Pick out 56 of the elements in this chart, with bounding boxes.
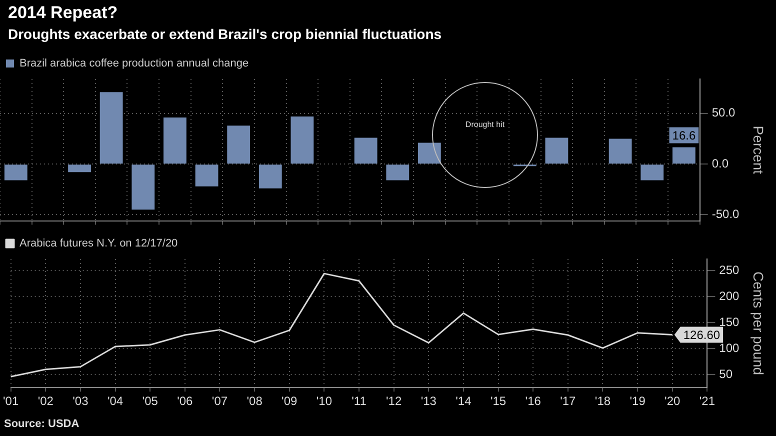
y-tick-label: 50 — [719, 366, 733, 381]
x-tick-label: '19 — [630, 394, 646, 408]
chart-subtitle: Droughts exacerbate or extend Brazil's crop biennial fluctuations — [8, 26, 442, 42]
y-tick-label: 200 — [719, 288, 740, 303]
bar — [386, 164, 410, 180]
legend-label: Arabica futures N.Y. on 12/17/20 — [20, 238, 178, 250]
x-tick-label: '04 — [107, 394, 124, 408]
x-tick-label: '03 — [72, 394, 89, 408]
x-tick-label: '08 — [246, 394, 263, 408]
annotation: Drought hit — [465, 120, 505, 128]
data-label: 126.60 — [683, 328, 720, 342]
source-note: Source: USDA — [4, 418, 80, 430]
y-axis-title: Cents per pound — [750, 272, 767, 376]
x-tick-label: '13 — [420, 394, 437, 408]
x-tick-label: '01 — [3, 394, 19, 408]
x-tick-label: '10 — [316, 394, 332, 408]
bar — [290, 116, 314, 164]
y-tick-label: 150 — [719, 314, 740, 329]
bar — [354, 138, 378, 164]
x-tick-label: '17 — [560, 394, 576, 408]
x-tick-label: '07 — [212, 394, 228, 408]
x-tick-label: '05 — [142, 394, 158, 408]
y-tick-label: 0.0 — [712, 156, 729, 170]
x-tick-label: '18 — [594, 394, 611, 408]
data-label: 16.6 — [672, 128, 696, 143]
circle-outline: Drought hit — [432, 82, 538, 188]
x-tick-label: '16 — [525, 394, 542, 408]
x-tick-label: '06 — [177, 394, 194, 408]
bar — [68, 164, 91, 172]
x-tick-label: '15 — [490, 394, 506, 408]
y-tick-label: 50.0 — [712, 106, 736, 120]
bar — [640, 164, 664, 180]
bar — [258, 164, 282, 188]
y-tick-label: -50.0 — [712, 207, 740, 222]
bar — [164, 117, 186, 164]
bar — [418, 142, 441, 164]
bar — [227, 126, 250, 164]
bar — [545, 138, 568, 164]
bar — [608, 138, 632, 164]
bar — [100, 92, 123, 164]
chart-title: 2014 Repeat? — [8, 3, 118, 23]
y-tick-label: 250 — [719, 262, 740, 277]
x-tick-label: '11 — [352, 394, 367, 408]
x-tick-label: '21 — [699, 394, 716, 408]
x-tick-label: '02 — [38, 394, 54, 408]
x-tick-label: '14 — [456, 394, 472, 408]
x-tick-label: '20 — [664, 394, 681, 408]
bar — [132, 164, 155, 210]
y-tick-label: 100 — [719, 340, 740, 355]
bar — [4, 164, 28, 180]
x-tick-label: '12 — [386, 394, 402, 408]
bar — [672, 147, 696, 164]
legend-label: Brazil arabica coffee production annual change — [20, 58, 249, 70]
bar — [195, 164, 218, 186]
y-axis-title: Percent — [750, 126, 767, 174]
x-tick-label: '09 — [282, 394, 298, 408]
